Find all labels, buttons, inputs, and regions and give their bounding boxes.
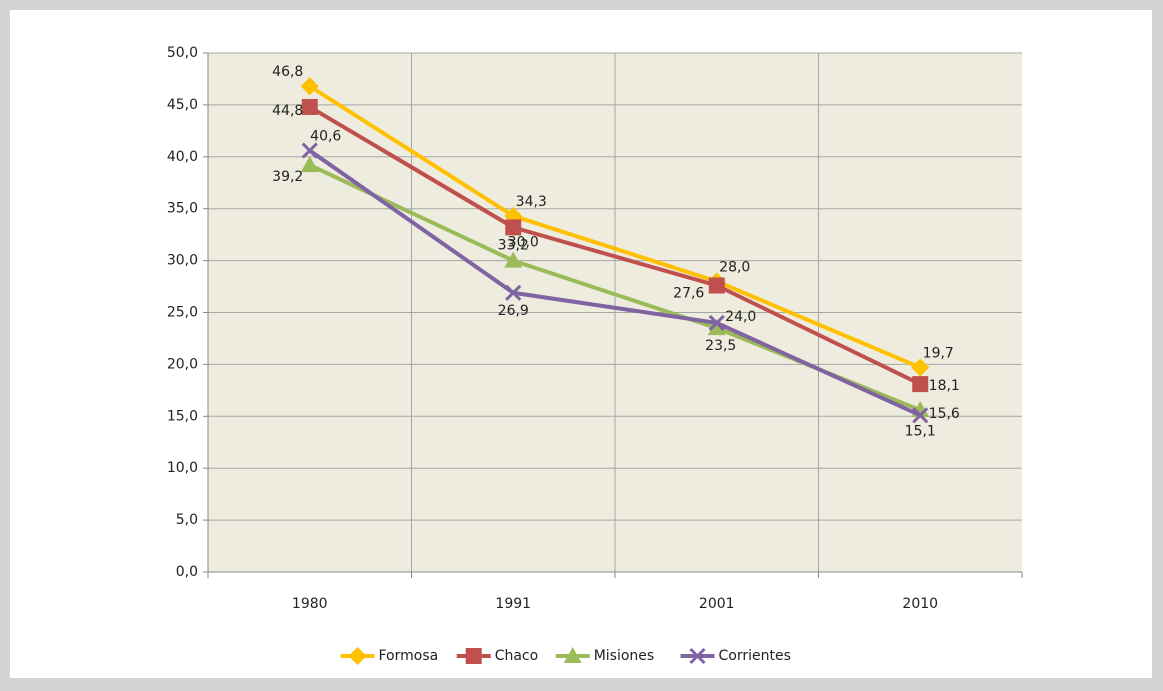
marker <box>912 407 929 424</box>
legend-label: Corrientes <box>719 648 791 664</box>
y-tick-label: 40,0 <box>167 149 198 165</box>
data-label: 15,6 <box>929 406 960 422</box>
marker <box>301 98 318 115</box>
marker <box>707 319 726 336</box>
x-tick-label: 2001 <box>699 596 735 612</box>
marker <box>708 314 725 331</box>
marker <box>912 376 929 393</box>
legend-item: Formosa <box>340 647 439 665</box>
data-label: 26,9 <box>498 303 529 319</box>
legend-item: Corrientes <box>680 647 791 665</box>
data-label: 34,3 <box>516 194 547 210</box>
marker <box>504 251 523 268</box>
line <box>308 105 922 386</box>
y-tick-label: 45,0 <box>167 97 198 113</box>
y-tick-label: 20,0 <box>167 356 198 372</box>
y-tick-label: 10,0 <box>167 460 198 476</box>
x-tick-label: 1980 <box>292 596 328 612</box>
data-label: 39,2 <box>272 169 303 185</box>
series <box>301 98 929 393</box>
legend-label: Formosa <box>379 648 439 664</box>
data-label: 46,8 <box>272 64 303 80</box>
marker <box>505 219 522 236</box>
data-label: 23,5 <box>705 338 736 354</box>
marker <box>348 647 367 665</box>
data-label: 27,6 <box>673 286 704 302</box>
data-label: 24,0 <box>725 309 756 325</box>
marker <box>300 156 319 173</box>
x-tick-label: 1991 <box>495 596 531 612</box>
y-tick-label: 25,0 <box>167 305 198 321</box>
x-tick-label: 2010 <box>902 596 938 612</box>
marker <box>505 284 522 301</box>
marker <box>563 647 582 663</box>
y-tick-label: 50,0 <box>167 45 198 61</box>
y-tick-label: 30,0 <box>167 253 198 269</box>
legend-item: Misiones <box>555 647 655 664</box>
marker <box>301 142 318 159</box>
marker <box>708 277 725 294</box>
marker <box>689 647 706 665</box>
line <box>308 148 922 418</box>
legend-item: Chaco <box>456 648 539 664</box>
line <box>308 84 922 370</box>
legend-label: Chaco <box>495 648 539 664</box>
marker <box>300 77 319 96</box>
data-label: 19,7 <box>923 346 954 362</box>
y-tick-label: 35,0 <box>167 201 198 217</box>
marker <box>465 648 482 664</box>
data-label: 40,6 <box>310 129 341 145</box>
marker <box>911 358 930 377</box>
data-label: 18,1 <box>929 378 960 394</box>
series <box>301 142 929 424</box>
y-tick-label: 15,0 <box>167 408 198 424</box>
data-label: 30,0 <box>508 235 539 251</box>
data-label: 33,2 <box>498 237 529 253</box>
y-tick-label: 5,0 <box>176 512 198 528</box>
legend-label: Misiones <box>594 648 655 664</box>
data-label: 28,0 <box>719 259 750 275</box>
y-tick-label: 0,0 <box>176 564 198 580</box>
data-label: 44,8 <box>272 103 303 119</box>
data-label: 15,1 <box>905 423 936 439</box>
